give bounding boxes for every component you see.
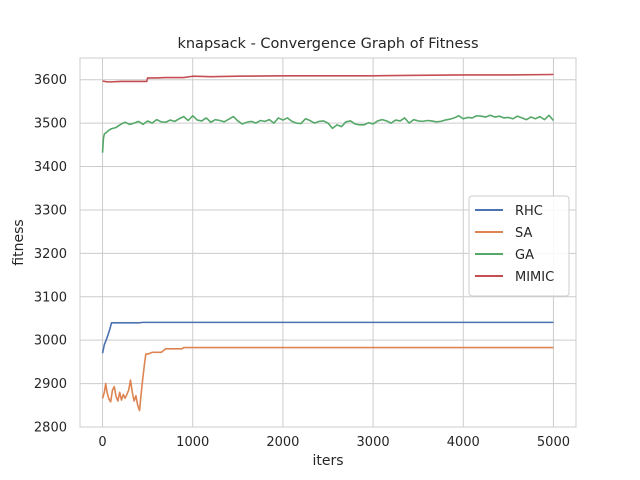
- y-tick-label: 3500: [34, 117, 67, 132]
- legend-label-rhc: RHC: [515, 204, 543, 219]
- tick-labels: 0 1000 2000 3000 4000 5000 2800 2900 3000 3100 320…: [34, 73, 570, 450]
- legend: RHC SA GA MIMIC: [468, 195, 570, 297]
- legend-label-sa: SA: [515, 226, 532, 241]
- y-tick-label: 2800: [34, 421, 67, 436]
- series-lines: [101, 73, 555, 412]
- y-tick-label: 3100: [34, 290, 67, 305]
- y-tick-label: 3300: [34, 203, 67, 218]
- y-tick-label: 3200: [34, 247, 67, 262]
- x-tick-label: 4000: [447, 435, 480, 450]
- y-tick-label: 3000: [34, 334, 67, 349]
- series-line-rhc: [101, 321, 554, 354]
- y-axis-label: fitness: [11, 219, 27, 265]
- chart-title: knapsack - Convergence Graph of Fitness: [177, 36, 478, 52]
- x-tick-label: 0: [98, 435, 106, 450]
- series-line-sa: [101, 346, 554, 412]
- x-axis-label: iters: [312, 453, 343, 469]
- legend-label-ga: GA: [515, 248, 534, 263]
- series-line-mimic: [102, 73, 554, 83]
- y-tick-label: 3400: [34, 160, 67, 175]
- legend-box: [468, 195, 570, 297]
- legend-label-mimic: MIMIC: [515, 270, 554, 285]
- x-tick-label: 5000: [537, 435, 570, 450]
- x-tick-label: 1000: [176, 435, 209, 450]
- plot-frame: [79, 57, 577, 428]
- series-line-ga: [101, 114, 555, 153]
- x-tick-label: 3000: [357, 435, 390, 450]
- x-tick-label: 2000: [266, 435, 299, 450]
- y-tick-label: 3600: [34, 73, 67, 88]
- y-tick-label: 2900: [34, 377, 67, 392]
